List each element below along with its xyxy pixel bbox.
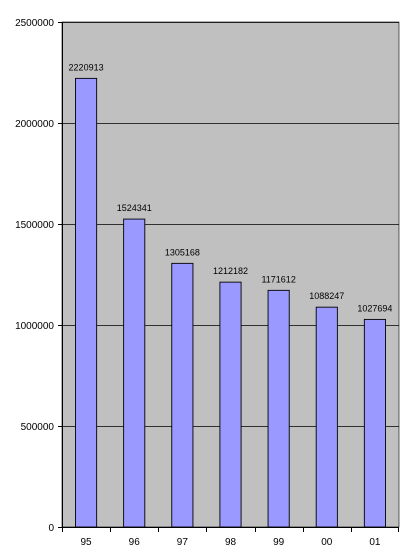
axes xyxy=(58,22,399,532)
y-tick-label: 1000000 xyxy=(15,321,54,332)
bar-96 xyxy=(123,218,146,528)
x-tick-label-99: 99 xyxy=(273,537,285,548)
x-tick-label-98: 98 xyxy=(225,537,237,548)
data-label-97: 1305168 xyxy=(165,247,200,257)
data-label-98: 1212182 xyxy=(213,266,248,276)
y-tick-label: 2500000 xyxy=(15,18,54,29)
data-label-96: 1524341 xyxy=(117,203,152,213)
y-tick-label: 500000 xyxy=(21,422,55,433)
bar-95 xyxy=(75,77,98,528)
labels: 0 500000 1000000 1500000 2000000 2500000 22209… xyxy=(15,18,392,548)
y-tick-label: 1500000 xyxy=(15,220,54,231)
x-tick-label-97: 97 xyxy=(177,537,189,548)
data-label-00: 1088247 xyxy=(309,291,344,301)
data-label-01: 1027694 xyxy=(357,303,392,313)
x-tick-label-00: 00 xyxy=(321,537,333,548)
bar-99 xyxy=(267,289,290,528)
bar-97 xyxy=(171,262,194,528)
bar-98 xyxy=(219,281,242,528)
bar-01 xyxy=(363,318,386,528)
bars xyxy=(75,77,386,528)
y-tick-label: 2000000 xyxy=(15,119,54,130)
x-tick-label-96: 96 xyxy=(129,537,141,548)
data-label-99: 1171612 xyxy=(261,274,295,284)
bar-00 xyxy=(315,306,338,528)
data-label-95: 2220913 xyxy=(69,62,104,72)
y-tick-label: 0 xyxy=(48,523,54,534)
x-tick-label-01: 01 xyxy=(369,537,381,548)
x-tick-label-95: 95 xyxy=(81,537,93,548)
